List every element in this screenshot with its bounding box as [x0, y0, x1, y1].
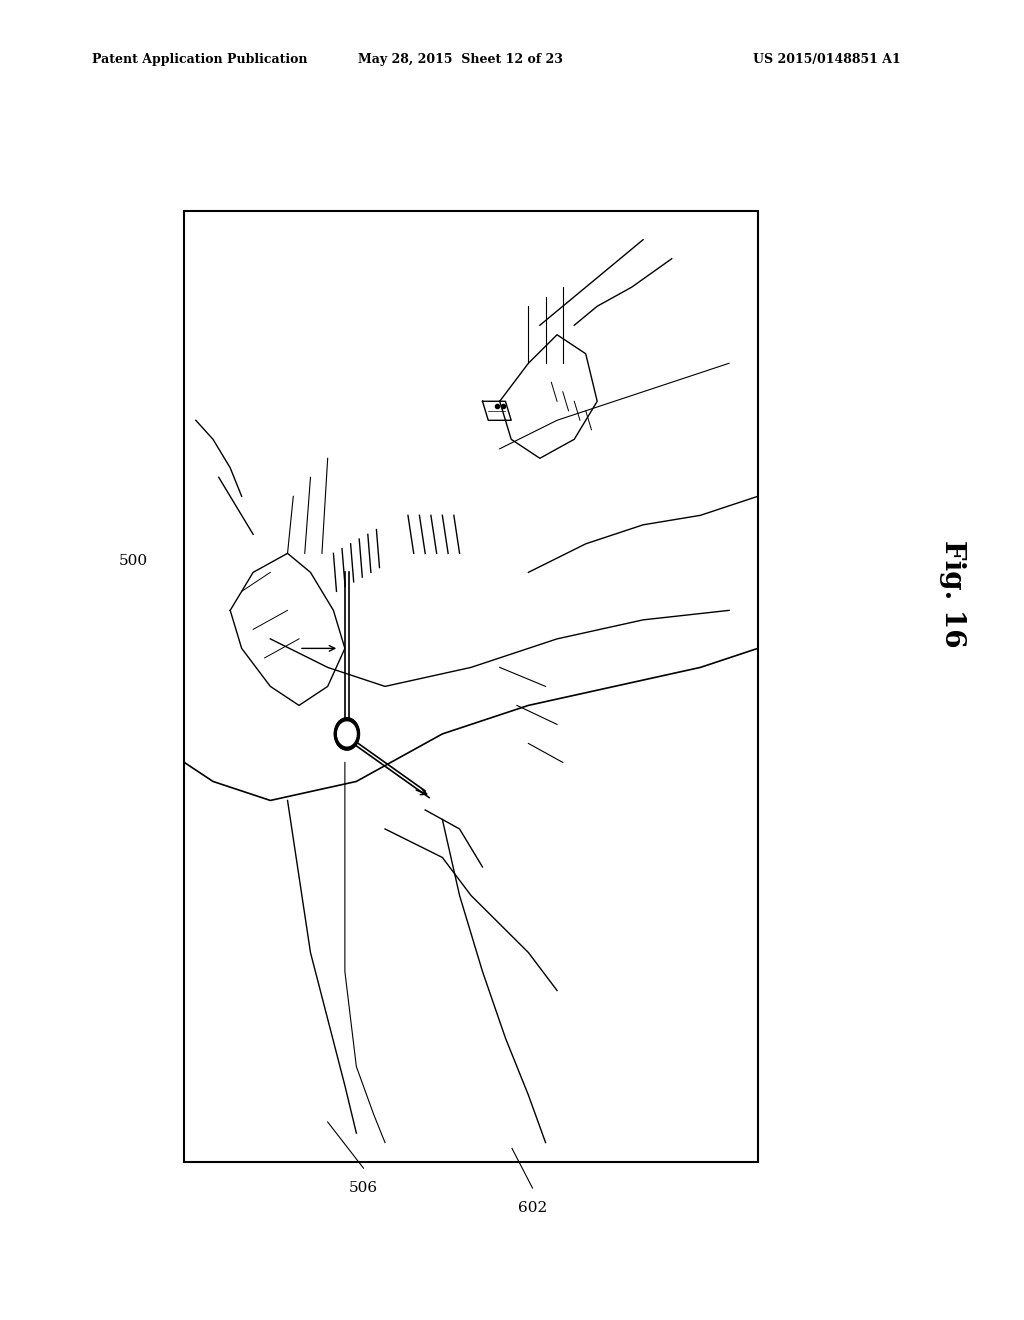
Text: 500: 500: [119, 554, 147, 568]
Bar: [184, 211, 758, 1162]
Circle shape: [338, 722, 356, 746]
Text: US 2015/0148851 A1: US 2015/0148851 A1: [754, 53, 901, 66]
Circle shape: [335, 718, 359, 750]
Text: Patent Application Publication: Patent Application Publication: [92, 53, 307, 66]
Text: 506: 506: [349, 1181, 378, 1195]
Text: 602: 602: [518, 1201, 547, 1214]
Text: Fig. 16: Fig. 16: [939, 540, 966, 648]
Text: May 28, 2015  Sheet 12 of 23: May 28, 2015 Sheet 12 of 23: [358, 53, 563, 66]
